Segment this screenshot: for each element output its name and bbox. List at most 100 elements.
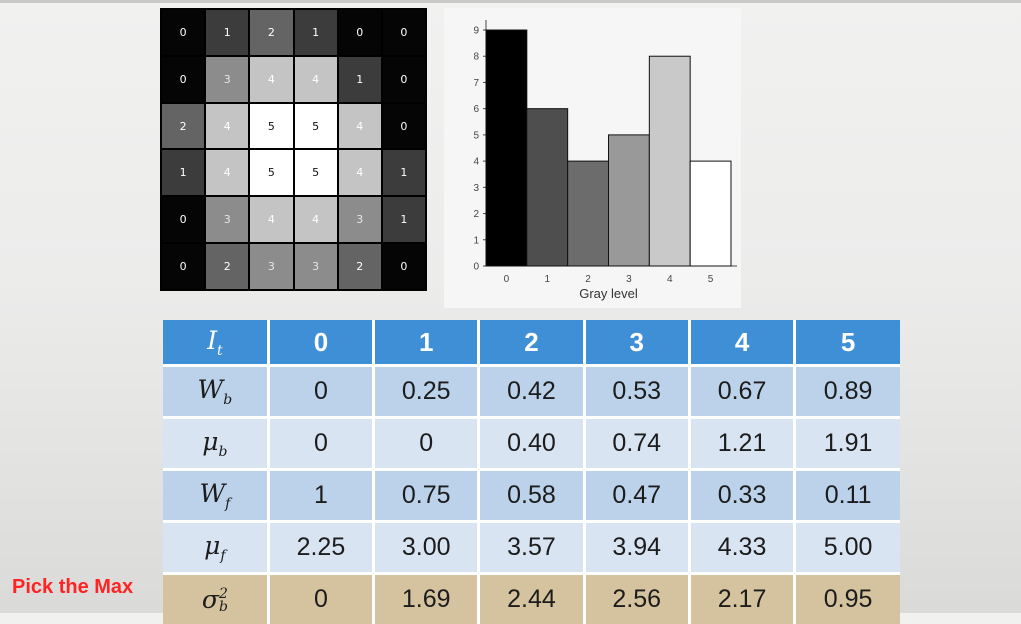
pixel-cell: 0 <box>383 10 425 55</box>
pixel-cell: 4 <box>295 57 337 102</box>
histogram-bar <box>486 30 527 266</box>
threshold-value-header: 3 <box>584 320 689 366</box>
row-symbol-cell: Wb <box>163 366 268 418</box>
table-cell: 3.94 <box>584 522 689 574</box>
table-cell: 1.69 <box>374 574 479 624</box>
table-cell: 3.00 <box>374 522 479 574</box>
table-cell: 3.57 <box>479 522 584 574</box>
pixel-cell: 3 <box>250 244 292 289</box>
table-cell: 0.89 <box>795 366 900 418</box>
y-tick-label: 9 <box>473 26 479 37</box>
x-tick-label: 3 <box>626 274 632 285</box>
pixel-cell: 3 <box>339 197 381 242</box>
pixel-cell: 4 <box>339 150 381 195</box>
pixel-cell: 0 <box>162 244 204 289</box>
pixel-cell: 1 <box>295 10 337 55</box>
row-symbol-cell: μf <box>163 522 268 574</box>
header-symbol-cell: It <box>163 320 268 366</box>
pixel-cell: 5 <box>295 150 337 195</box>
pixel-cell: 0 <box>162 197 204 242</box>
x-tick-label: 0 <box>504 274 510 285</box>
row-symbol: Wb <box>198 375 233 404</box>
y-tick-label: 5 <box>473 130 479 141</box>
pixel-cell: 0 <box>339 10 381 55</box>
pixel-cell: 3 <box>206 57 248 102</box>
table-cell: 2.56 <box>584 574 689 624</box>
table-cell: 0.53 <box>584 366 689 418</box>
pixel-cell: 0 <box>162 57 204 102</box>
threshold-value-header: 5 <box>795 320 900 366</box>
pixel-cell: 0 <box>383 104 425 149</box>
pixel-cell: 1 <box>383 150 425 195</box>
row-symbol-cell: μb <box>163 418 268 470</box>
y-tick-label: 0 <box>473 262 479 273</box>
row-symbol-cell: Wf <box>163 470 268 522</box>
table-cell: 2.44 <box>479 574 584 624</box>
y-tick-label: 3 <box>473 183 479 194</box>
pixel-cell: 3 <box>206 197 248 242</box>
row-symbol: Wf <box>199 479 230 508</box>
table-cell: 4.33 <box>689 522 794 574</box>
threshold-value-header: 0 <box>268 320 373 366</box>
threshold-value-header: 4 <box>689 320 794 366</box>
table-cell: 5.00 <box>795 522 900 574</box>
table-cell: 0.33 <box>689 470 794 522</box>
y-tick-label: 2 <box>473 209 479 220</box>
pixel-cell: 2 <box>162 104 204 149</box>
pixel-cell: 5 <box>250 104 292 149</box>
pixel-cell: 1 <box>162 150 204 195</box>
pixel-cell: 3 <box>295 244 337 289</box>
table-cell: 0.67 <box>689 366 794 418</box>
threshold-value-header: 1 <box>374 320 479 366</box>
x-axis-title: Gray level <box>579 286 638 301</box>
table-cell: 0.47 <box>584 470 689 522</box>
table-cell: 1 <box>268 470 373 522</box>
pick-the-max-label: Pick the Max <box>12 576 133 599</box>
table-cell: 0 <box>268 574 373 624</box>
table-cell: 0.11 <box>795 470 900 522</box>
histogram-bar <box>527 109 568 266</box>
pixel-cell: 4 <box>206 150 248 195</box>
table-cell: 0 <box>268 418 373 470</box>
row-symbol: μf <box>204 531 225 560</box>
table-cell: 2.25 <box>268 522 373 574</box>
pixel-cell: 5 <box>295 104 337 149</box>
x-tick-label: 4 <box>667 274 673 285</box>
table-cell: 0.25 <box>374 366 479 418</box>
histogram-bar <box>568 161 609 266</box>
threshold-value-header: 2 <box>479 320 584 366</box>
x-tick-label: 5 <box>708 274 714 285</box>
y-tick-label: 7 <box>473 78 479 89</box>
histogram-bar <box>609 135 650 266</box>
table-cell: 0.42 <box>479 366 584 418</box>
y-tick-label: 4 <box>473 157 479 168</box>
pixel-cell: 1 <box>339 57 381 102</box>
pixel-cell: 0 <box>383 57 425 102</box>
y-tick-label: 1 <box>473 235 479 246</box>
row-symbol: μb <box>202 427 227 456</box>
pixel-cell: 4 <box>339 104 381 149</box>
pixel-cell: 5 <box>250 150 292 195</box>
pixel-cell: 0 <box>162 10 204 55</box>
table-cell: 0.58 <box>479 470 584 522</box>
pixel-cell: 4 <box>250 197 292 242</box>
table-cell: 0.74 <box>584 418 689 470</box>
pixel-cell: 4 <box>206 104 248 149</box>
pixel-cell: 4 <box>295 197 337 242</box>
table-cell: 1.21 <box>689 418 794 470</box>
y-tick-label: 8 <box>473 52 479 63</box>
pixel-cell: 2 <box>339 244 381 289</box>
pixel-cell: 1 <box>206 10 248 55</box>
table-cell: 0.95 <box>795 574 900 624</box>
threshold-symbol: It <box>207 326 223 355</box>
x-tick-label: 2 <box>585 274 591 285</box>
pixel-cell: 0 <box>383 244 425 289</box>
table-cell: 0.75 <box>374 470 479 522</box>
